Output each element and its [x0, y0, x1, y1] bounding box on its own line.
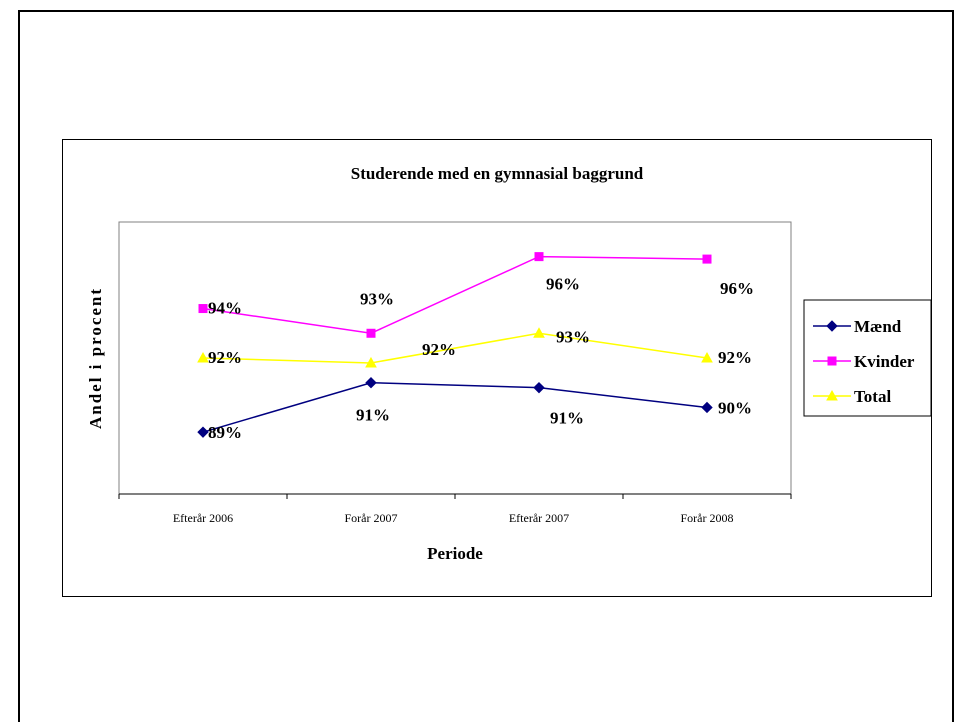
series-total [197, 327, 713, 368]
page-frame [18, 10, 954, 722]
data-point [827, 356, 837, 366]
chart-area: Studerende med en gymnasial baggrund Eft… [62, 139, 932, 597]
x-tick-label: Forår 2008 [681, 511, 734, 525]
data-point [197, 351, 209, 363]
legend-item: Kvinder [813, 352, 915, 371]
data-label: 94% [208, 299, 242, 318]
legend: Mænd Kvinder Total [803, 299, 931, 417]
x-ticks [118, 494, 792, 499]
data-label: 92% [422, 340, 456, 359]
x-tick-label: Efterår 2006 [173, 511, 233, 525]
legend-item: Mænd [813, 317, 902, 336]
data-point [701, 401, 713, 414]
x-tick-label: Forår 2007 [345, 511, 398, 525]
series-kvinder [198, 252, 712, 338]
data-label: 92% [208, 348, 242, 367]
x-tick-labels: Efterår 2006 Forår 2007 Efterår 2007 Forår … [173, 511, 734, 525]
data-point [365, 356, 377, 368]
series-line [202, 332, 708, 364]
data-label: 93% [556, 327, 590, 346]
data-label: 91% [550, 409, 584, 428]
data-point [533, 327, 545, 338]
data-label: 96% [720, 279, 754, 298]
data-point [366, 328, 376, 338]
series-line [202, 381, 708, 433]
data-labels: 92% 92% 93% 92% 94% 93% 96% 96% 89% 91% 91% 90% [208, 275, 754, 443]
data-point [702, 254, 712, 264]
data-label: 92% [718, 348, 752, 367]
data-point [533, 381, 545, 394]
legend-label: Kvinder [854, 352, 915, 371]
data-label: 96% [546, 275, 580, 294]
data-point [197, 426, 209, 438]
legend-label: Total [854, 387, 891, 406]
data-label: 91% [356, 406, 390, 425]
legend-items: Mænd Kvinder Total [813, 317, 915, 406]
line-chart: Studerende med en gymnasial baggrund Eft… [86, 164, 931, 563]
legend-item: Total [813, 387, 891, 406]
data-point [534, 252, 544, 262]
series-layer [197, 252, 713, 438]
data-point [198, 304, 208, 314]
data-label: 90% [718, 398, 752, 417]
data-label: 93% [360, 289, 394, 308]
data-point [365, 377, 377, 389]
data-point [701, 351, 713, 363]
data-point [826, 320, 838, 332]
series-line [202, 255, 708, 335]
legend-label: Mænd [854, 317, 902, 336]
series-mnd [197, 377, 713, 438]
data-point [826, 389, 838, 401]
x-axis-title: Periode [427, 544, 483, 563]
data-label: 89% [208, 423, 242, 442]
chart-title: Studerende med en gymnasial baggrund [351, 164, 644, 183]
x-tick-label: Efterår 2007 [509, 511, 569, 525]
y-axis-title: Andel i procent [86, 287, 105, 429]
